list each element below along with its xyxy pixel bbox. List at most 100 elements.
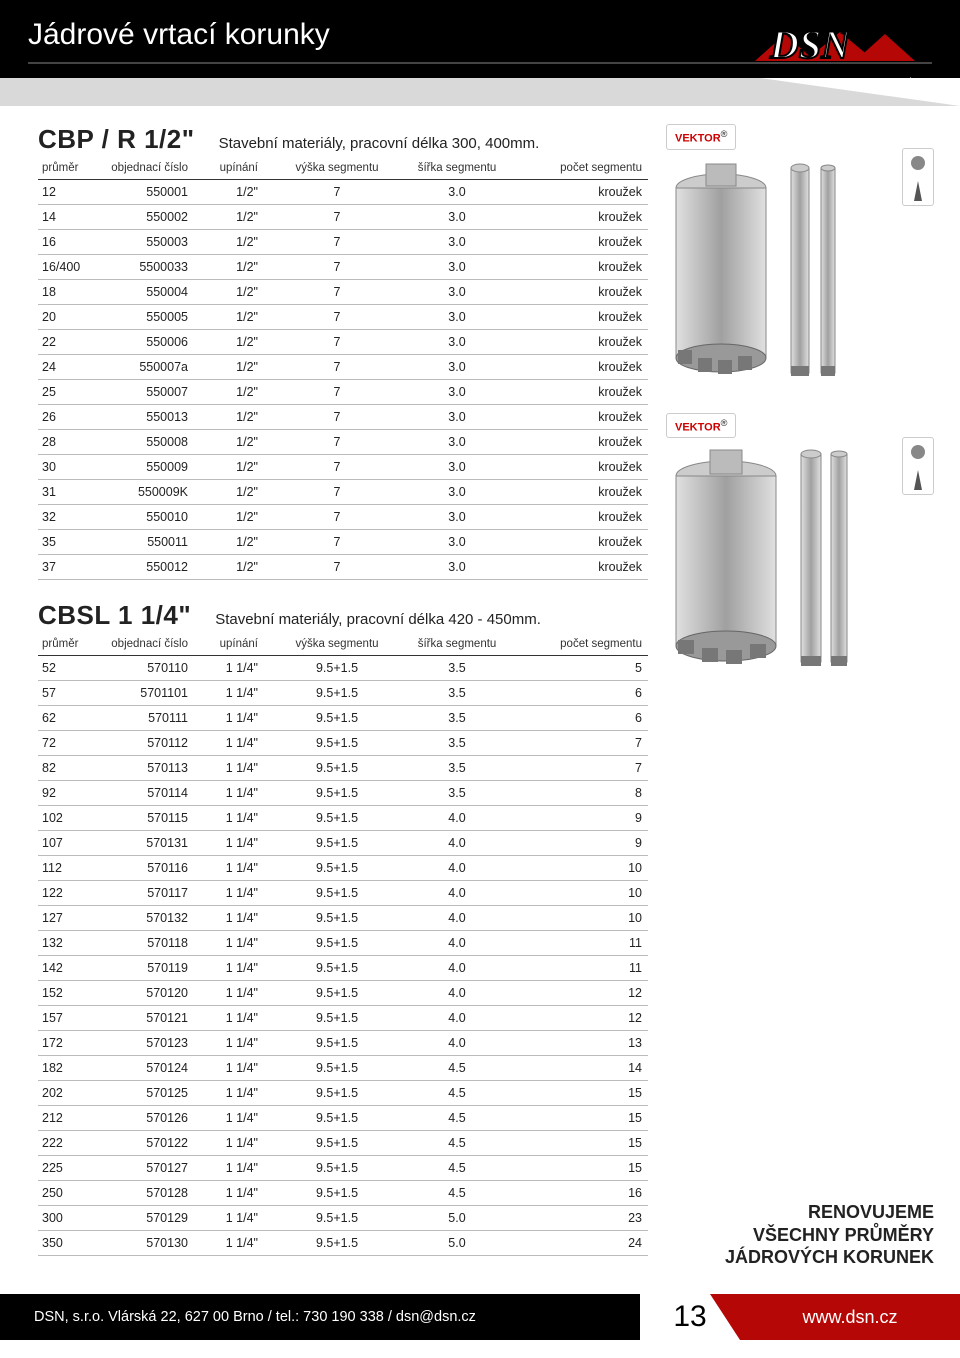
- product1-name: CBP / R 1/2": [38, 124, 195, 155]
- table-row: 375500121/2"73.0kroužek: [38, 555, 648, 580]
- table-cell: 1 1/4": [202, 781, 272, 806]
- table-cell: 550011: [94, 530, 202, 555]
- table-cell: 570110: [94, 656, 202, 681]
- tables-column: CBP / R 1/2" Stavební materiály, pracovn…: [38, 124, 648, 1276]
- table-header-cell: výška segmentu: [272, 159, 402, 180]
- table-cell: 31: [38, 480, 94, 505]
- table-row: 5757011011 1/4"9.5+1.53.56: [38, 681, 648, 706]
- table-cell: 9.5+1.5: [272, 1006, 402, 1031]
- table-cell: 37: [38, 555, 94, 580]
- table-header-cell: šířka segmentu: [402, 159, 512, 180]
- brand-name: VEKTOR: [675, 133, 721, 145]
- product2-figure: VEKTOR®: [666, 413, 934, 682]
- table-cell: 22: [38, 330, 94, 355]
- table-cell: 1 1/4": [202, 1006, 272, 1031]
- table-cell: 7: [272, 280, 402, 305]
- table-cell: 182: [38, 1056, 94, 1081]
- table-cell: 11: [512, 956, 648, 981]
- table-cell: 570119: [94, 956, 202, 981]
- table-row: 305500091/2"73.0kroužek: [38, 455, 648, 480]
- renovation-callout: RENOVUJEME VŠECHNY PRŮMĚRY JÁDROVÝCH KOR…: [666, 1201, 934, 1269]
- table-cell: 1/2": [202, 455, 272, 480]
- table-cell: 225: [38, 1156, 94, 1181]
- table-cell: kroužek: [512, 205, 648, 230]
- table-cell: kroužek: [512, 555, 648, 580]
- table-cell: 570121: [94, 1006, 202, 1031]
- table-row: 1275701321 1/4"9.5+1.54.010: [38, 906, 648, 931]
- table-cell: 9.5+1.5: [272, 956, 402, 981]
- table-cell: 122: [38, 881, 94, 906]
- table-row: 16/40055000331/2"73.0kroužek: [38, 255, 648, 280]
- table-cell: 8: [512, 781, 648, 806]
- table-cell: 1 1/4": [202, 806, 272, 831]
- table-cell: 1/2": [202, 180, 272, 205]
- table-cell: 3.0: [402, 530, 512, 555]
- table-cell: 9.5+1.5: [272, 781, 402, 806]
- table-cell: 7: [272, 255, 402, 280]
- table-cell: 3.0: [402, 430, 512, 455]
- table-cell: 10: [512, 856, 648, 881]
- table-cell: 12: [512, 981, 648, 1006]
- table-row: 2225701221 1/4"9.5+1.54.515: [38, 1131, 648, 1156]
- table-cell: 7: [272, 180, 402, 205]
- table-cell: 9.5+1.5: [272, 756, 402, 781]
- table-cell: 7: [272, 205, 402, 230]
- table-cell: 1 1/4": [202, 1206, 272, 1231]
- table-cell: 1/2": [202, 430, 272, 455]
- table-cell: 570124: [94, 1056, 202, 1081]
- table-cell: 9.5+1.5: [272, 1031, 402, 1056]
- table-cell: 1 1/4": [202, 931, 272, 956]
- table-cell: 16/400: [38, 255, 94, 280]
- table-cell: 3.0: [402, 355, 512, 380]
- table-cell: 9.5+1.5: [272, 981, 402, 1006]
- brand-name: VEKTOR: [675, 421, 721, 433]
- table-cell: 9.5+1.5: [272, 856, 402, 881]
- table-cell: 15: [512, 1081, 648, 1106]
- table-cell: 9.5+1.5: [272, 656, 402, 681]
- table-cell: 550001: [94, 180, 202, 205]
- table-cell: 10: [512, 906, 648, 931]
- table-cell: 550008: [94, 430, 202, 455]
- footer-contact: DSN, s.r.o. Vlárská 22, 627 00 Brno / te…: [0, 1294, 640, 1340]
- table-cell: 7: [272, 305, 402, 330]
- table-header-cell: objednací číslo: [94, 635, 202, 656]
- table-cell: 3.0: [402, 480, 512, 505]
- table-cell: 9.5+1.5: [272, 881, 402, 906]
- table-cell: 1 1/4": [202, 681, 272, 706]
- table-cell: 26: [38, 405, 94, 430]
- table-cell: 9.5+1.5: [272, 706, 402, 731]
- core-bit-image: [666, 158, 876, 388]
- table-cell: 9.5+1.5: [272, 831, 402, 856]
- product2-table: průměrobjednací čísloupínánívýška segmen…: [38, 635, 648, 1256]
- table-cell: 35: [38, 530, 94, 555]
- table-header-cell: průměr: [38, 159, 94, 180]
- table-row: 165500031/2"73.0kroužek: [38, 230, 648, 255]
- table-header-cell: průměr: [38, 635, 94, 656]
- table-cell: 1 1/4": [202, 906, 272, 931]
- table-cell: kroužek: [512, 380, 648, 405]
- table-cell: 3.5: [402, 706, 512, 731]
- table-cell: 18: [38, 280, 94, 305]
- table-cell: 570130: [94, 1231, 202, 1256]
- table-cell: 212: [38, 1106, 94, 1131]
- table-cell: 7: [272, 230, 402, 255]
- table-cell: 350: [38, 1231, 94, 1256]
- table-row: 24550007a1/2"73.0kroužek: [38, 355, 648, 380]
- table-row: 725701121 1/4"9.5+1.53.57: [38, 731, 648, 756]
- table-row: 2125701261 1/4"9.5+1.54.515: [38, 1106, 648, 1131]
- table-cell: 550009K: [94, 480, 202, 505]
- table-cell: 1 1/4": [202, 731, 272, 756]
- table-cell: 202: [38, 1081, 94, 1106]
- brand-registered: ®: [721, 129, 728, 139]
- table-cell: 570132: [94, 906, 202, 931]
- table-cell: 3.0: [402, 380, 512, 405]
- table-cell: 4.5: [402, 1056, 512, 1081]
- page-footer: DSN, s.r.o. Vlárská 22, 627 00 Brno / te…: [0, 1294, 960, 1340]
- brand-badge: VEKTOR®: [666, 413, 736, 439]
- table-cell: 7: [272, 430, 402, 455]
- table-cell: kroužek: [512, 455, 648, 480]
- round-tip-icon: [908, 153, 928, 173]
- table-cell: 5.0: [402, 1231, 512, 1256]
- table-row: 355500111/2"73.0kroužek: [38, 530, 648, 555]
- core-bit-image: [666, 446, 876, 676]
